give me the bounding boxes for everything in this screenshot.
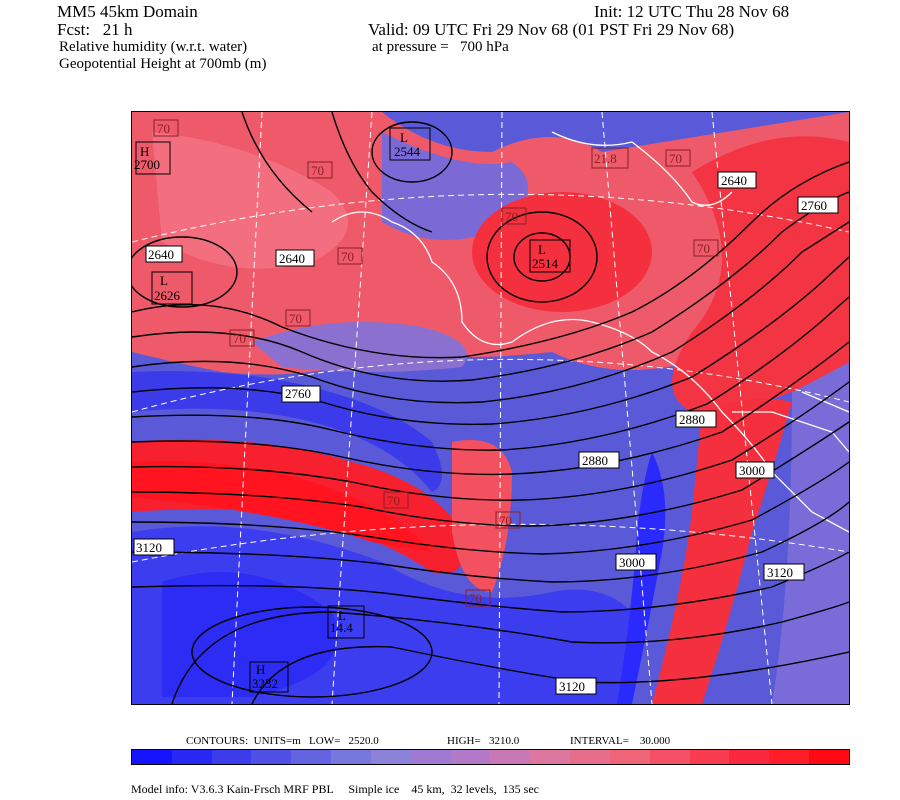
svg-text:2760: 2760 <box>801 198 827 213</box>
svg-text:70: 70 <box>499 513 512 528</box>
map-labels: H 2700 H 3232 L 2544 L 2626 L 2514 L 14.… <box>133 119 839 695</box>
svg-text:3120: 3120 <box>559 679 585 694</box>
low-label: L 14.4 <box>327 605 365 639</box>
rh-dry-stripe <box>132 371 442 492</box>
color-bar-swatch <box>132 750 172 764</box>
svg-text:2640: 2640 <box>279 251 305 266</box>
domain-title: MM5 45km Domain <box>57 2 198 21</box>
field-name-height: Geopotential Height at 700mb (m) <box>59 56 267 72</box>
high-label: H 3232 <box>249 661 289 693</box>
color-bar-swatch <box>211 750 252 764</box>
svg-text:70: 70 <box>505 209 518 224</box>
svg-text:H: H <box>256 662 265 677</box>
low-label: L 2626 <box>151 271 193 305</box>
init-time: Init: 12 UTC Thu 28 Nov 68 <box>594 2 790 21</box>
color-bar-swatch <box>171 750 212 764</box>
svg-text:L: L <box>160 273 168 288</box>
forecast-hour: Fcst: 21 h <box>57 20 133 39</box>
contour-high: HIGH= 3210.0 <box>447 735 520 747</box>
color-bar-swatch <box>729 750 770 764</box>
color-bar-swatch <box>291 750 332 764</box>
svg-text:2544: 2544 <box>394 144 421 159</box>
svg-text:3000: 3000 <box>619 555 645 570</box>
rh-high-low-center <box>472 192 652 312</box>
color-bar-swatch <box>530 750 571 764</box>
svg-text:2880: 2880 <box>679 412 705 427</box>
low-label: L 2544 <box>389 127 431 161</box>
svg-text:70: 70 <box>341 249 354 264</box>
svg-text:2760: 2760 <box>285 386 311 401</box>
rh-mid-north <box>382 132 528 240</box>
model-info: Model info: V3.6.3 Kain-Frsch MRF PBL Si… <box>131 782 539 796</box>
svg-text:14.4: 14.4 <box>330 620 353 635</box>
weather-map: H 2700 H 3232 L 2544 L 2626 L 2514 L 14.… <box>131 111 850 705</box>
lat-lon-grid <box>132 112 849 704</box>
svg-text:70: 70 <box>697 241 710 256</box>
color-bar-swatch <box>331 750 371 764</box>
pressure-level: at pressure = 700 hPa <box>372 39 509 55</box>
color-bar-swatch <box>490 750 531 764</box>
color-bar-swatch <box>370 750 411 764</box>
svg-text:70: 70 <box>289 311 302 326</box>
rh-mid-band <box>252 322 467 372</box>
color-bar-swatch <box>251 750 292 764</box>
rh-moist-south-central <box>452 440 512 592</box>
rh-moist-northwest <box>152 132 348 269</box>
svg-text:L: L <box>338 608 346 623</box>
svg-text:21.8: 21.8 <box>594 151 617 166</box>
height-contours <box>132 112 849 704</box>
svg-text:2880: 2880 <box>582 453 608 468</box>
contour-interval: INTERVAL= 30.000 <box>570 735 671 747</box>
color-bar-swatch <box>809 750 849 764</box>
svg-text:H: H <box>140 144 149 159</box>
high-label: H 2700 <box>134 141 171 175</box>
svg-text:2700: 2700 <box>134 157 160 172</box>
svg-text:70: 70 <box>311 163 324 178</box>
rh-max-jet-band <box>132 461 432 552</box>
color-bar-swatch <box>769 750 810 764</box>
svg-text:3120: 3120 <box>767 565 793 580</box>
height-value-labels: 2640 2640 2760 2640 2760 2880 2880 3000 … <box>133 171 839 695</box>
svg-text:70: 70 <box>233 331 246 346</box>
color-bar <box>131 749 850 765</box>
rh-very-dry-region <box>162 572 339 697</box>
svg-text:70: 70 <box>387 493 400 508</box>
valid-time: Valid: 09 UTC Fri 29 Nov 68 (01 PST Fri … <box>368 20 735 39</box>
svg-text:2514: 2514 <box>532 256 559 271</box>
color-bar-swatch <box>609 750 650 764</box>
svg-text:3120: 3120 <box>136 540 162 555</box>
rh-dry-east-strip <box>617 452 666 704</box>
low-label: L 2514 <box>529 239 571 273</box>
svg-text:70: 70 <box>469 591 482 606</box>
rh-mid-east <box>772 362 849 704</box>
color-bar-swatch <box>410 750 451 764</box>
svg-text:70: 70 <box>669 151 682 166</box>
svg-text:L: L <box>538 242 546 257</box>
svg-text:2640: 2640 <box>721 173 747 188</box>
svg-text:L: L <box>400 130 408 145</box>
svg-text:2640: 2640 <box>148 247 174 262</box>
contour-info: CONTOURS: UNITS=m LOW= 2520.0 <box>186 735 379 747</box>
field-name-rh: Relative humidity (w.r.t. water) <box>59 39 248 55</box>
color-bar-swatch <box>570 750 610 764</box>
color-bar-swatch <box>689 750 730 764</box>
rh-value-labels: 70 70 70 70 70 70 70 70 70 70 70 21.8 <box>153 119 719 607</box>
color-bar-swatch <box>450 750 491 764</box>
svg-text:3232: 3232 <box>252 676 278 691</box>
svg-text:3000: 3000 <box>739 463 765 478</box>
svg-text:70: 70 <box>157 121 170 136</box>
color-bar-swatch <box>649 750 690 764</box>
svg-text:2626: 2626 <box>154 288 181 303</box>
